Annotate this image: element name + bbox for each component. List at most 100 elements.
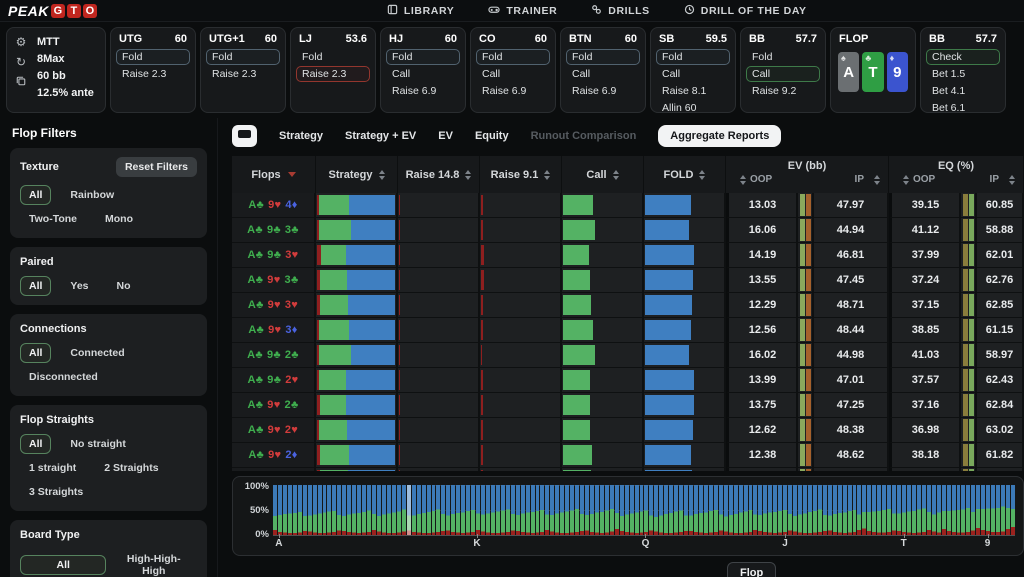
table-row[interactable]: A♣ 9♣ 3♥ 14.19 46.81 37.99 62.01 [232, 243, 1024, 268]
chart-bar[interactable] [768, 485, 773, 535]
chart-bar[interactable] [892, 485, 897, 535]
chart-bar[interactable] [505, 485, 510, 535]
chart-bar[interactable] [302, 485, 307, 535]
chart-bar[interactable] [510, 485, 515, 535]
chart-bar[interactable] [629, 485, 634, 535]
chart-bar[interactable] [337, 485, 342, 535]
tab-strategy[interactable]: Strategy [279, 130, 324, 142]
table-row[interactable]: A♣ 9♥ 2♣ 13.75 47.25 37.16 62.84 [232, 393, 1024, 418]
action-fold[interactable]: Fold [206, 49, 280, 65]
chart-bar[interactable] [649, 485, 654, 535]
filter-option-all[interactable]: All [20, 434, 52, 454]
chart-bar[interactable] [827, 485, 832, 535]
chart-bar[interactable] [738, 485, 743, 535]
nav-drills[interactable]: DRILLS [591, 4, 650, 18]
chart-bar[interactable] [867, 485, 872, 535]
table-row[interactable]: A♣ 9♣ 3♣ 16.06 44.94 41.12 58.88 [232, 218, 1024, 243]
chart-bar[interactable] [456, 485, 461, 535]
chart-bar[interactable] [788, 485, 793, 535]
chart-bar[interactable] [852, 485, 857, 535]
chart-bar[interactable] [679, 485, 684, 535]
action-check[interactable]: Check [926, 49, 1000, 65]
chart-bar[interactable] [535, 485, 540, 535]
chart-bar[interactable] [664, 485, 669, 535]
chart-bar[interactable] [585, 485, 589, 535]
filter-option-all[interactable]: All [20, 555, 107, 575]
gear-icon[interactable]: ⚙ [15, 35, 27, 49]
chart-bar[interactable] [753, 485, 758, 535]
action-bet-1-5[interactable]: Bet 1.5 [932, 68, 966, 80]
chart-bar[interactable] [639, 485, 644, 535]
chart-bar[interactable] [1001, 485, 1006, 535]
chart-bar[interactable] [728, 485, 733, 535]
filter-option-no[interactable]: No [116, 280, 131, 292]
chart-bar[interactable] [500, 485, 505, 535]
chart-bar[interactable] [956, 485, 961, 535]
chart-bar[interactable] [575, 485, 580, 535]
chart-bar[interactable] [332, 485, 337, 535]
chart-bar[interactable] [887, 485, 892, 535]
chart-bar[interactable] [976, 485, 981, 535]
chart-bar[interactable] [451, 485, 456, 535]
chart-bar[interactable] [946, 485, 951, 535]
chart-bar[interactable] [718, 485, 723, 535]
chart-bar[interactable] [723, 485, 728, 535]
chart-bar[interactable] [902, 485, 906, 535]
col-header-raise-9-1[interactable]: Raise 9.1 [480, 156, 562, 193]
action-raise-8-1[interactable]: Raise 8.1 [662, 85, 707, 97]
chart-bar[interactable] [277, 485, 282, 535]
chart-bar[interactable] [416, 485, 421, 535]
chart-bar[interactable] [481, 485, 485, 535]
action-raise-2-3[interactable]: Raise 2.3 [212, 68, 257, 80]
chart-bar[interactable] [520, 485, 525, 535]
peakgto-logo[interactable]: PEAK G T O [8, 3, 97, 19]
chart-bar[interactable] [525, 485, 530, 535]
chart-bar[interactable] [941, 485, 946, 535]
chart-bar[interactable] [594, 485, 599, 535]
chart-bar[interactable] [862, 485, 867, 535]
chart-bar[interactable] [748, 485, 753, 535]
filter-option-disconnected[interactable]: Disconnected [29, 371, 98, 383]
chart-bar[interactable] [832, 485, 837, 535]
chart-bar[interactable] [570, 485, 575, 535]
action-call[interactable]: Call [746, 66, 820, 82]
chart-bar[interactable] [669, 485, 674, 535]
chart-bar[interactable] [872, 485, 877, 535]
action-raise-2-3[interactable]: Raise 2.3 [296, 66, 370, 82]
chart-bar[interactable] [540, 485, 545, 535]
chart-bar[interactable] [842, 485, 847, 535]
chart-bar[interactable] [292, 485, 297, 535]
chart-bar[interactable] [713, 485, 718, 535]
chart-bar[interactable] [342, 485, 347, 535]
chart-bar[interactable] [857, 485, 862, 535]
filter-option-rainbow[interactable]: Rainbow [70, 189, 115, 201]
filter-option-mono[interactable]: Mono [105, 213, 134, 225]
chart-bar[interactable] [391, 485, 396, 535]
chart-bar[interactable] [466, 485, 471, 535]
chart-bar[interactable] [961, 485, 966, 535]
table-row[interactable]: A♣ 9♥ 2♥ 12.62 48.38 36.98 63.02 [232, 418, 1024, 443]
chart-bar[interactable] [698, 485, 703, 535]
chart-bar[interactable] [708, 485, 713, 535]
chart-bar[interactable] [386, 485, 391, 535]
chart-bar[interactable] [426, 485, 431, 535]
chart-bar[interactable] [654, 485, 659, 535]
action-fold[interactable]: Fold [386, 49, 460, 65]
nav-drill-of-the-day[interactable]: DRILL OF THE DAY [684, 4, 807, 18]
chart-bar[interactable] [590, 485, 594, 535]
action-raise-2-3[interactable]: Raise 2.3 [122, 68, 167, 80]
chart-bar[interactable] [911, 485, 916, 535]
chart-bar[interactable] [560, 485, 565, 535]
chart-bar[interactable] [822, 485, 827, 535]
chart-bar[interactable] [367, 485, 372, 535]
eq-oop-sort[interactable]: OOP [897, 174, 935, 185]
chart-bar[interactable] [377, 485, 381, 535]
chart-bar[interactable] [812, 485, 817, 535]
chart-bar[interactable] [545, 485, 550, 535]
tab-ev[interactable]: EV [438, 130, 453, 142]
refresh-icon[interactable]: ↻ [15, 55, 27, 69]
chart-bar[interactable] [778, 485, 783, 535]
chart-bar[interactable] [897, 485, 902, 535]
action-raise-6-9[interactable]: Raise 6.9 [392, 85, 437, 97]
ev-ip-sort[interactable]: IP [855, 174, 880, 185]
